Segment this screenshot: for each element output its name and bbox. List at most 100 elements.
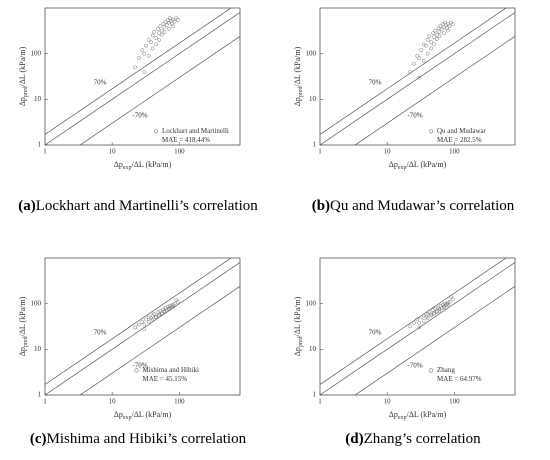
axis-label-part: pred	[298, 86, 304, 97]
point	[163, 19, 168, 24]
point	[133, 65, 138, 70]
point	[442, 25, 446, 30]
x-axis-label: Δpexp/ΔL (kPa/m)	[389, 410, 447, 422]
x-tick-label: 10	[109, 148, 117, 156]
point	[431, 31, 435, 36]
point	[160, 32, 164, 37]
point	[146, 53, 151, 58]
x-tick-label: 100	[449, 398, 460, 406]
point	[449, 295, 454, 299]
reference-label: -70%	[132, 362, 147, 370]
caption-text: Mishima and Hibiki’s correlation	[47, 431, 247, 447]
point	[419, 315, 423, 320]
caption-text: Lockhart and Martinelli’s correlation	[36, 198, 259, 214]
point	[154, 42, 158, 47]
y-tick-label: 10	[34, 95, 42, 103]
x-axis-label: Δpexp/ΔL (kPa/m)	[389, 160, 447, 172]
x-tick-label: 100	[449, 148, 460, 156]
point	[435, 37, 439, 41]
y-tick-label: 1	[38, 391, 42, 399]
caption-text: Zhang’s correlation	[364, 431, 482, 447]
y-tick-label: 10	[309, 95, 317, 103]
point	[429, 46, 433, 51]
reference-label: 70%	[369, 79, 382, 87]
plot-frame	[319, 257, 516, 396]
point	[408, 324, 413, 329]
legend-marker	[428, 368, 434, 373]
x-tick-label: 10	[384, 398, 392, 406]
point	[164, 23, 169, 28]
caption-tag: (a)	[18, 198, 36, 214]
point	[429, 40, 433, 44]
point	[167, 307, 171, 312]
axis-label-part: /ΔL (kPa/m)	[407, 410, 447, 419]
point	[175, 18, 180, 22]
point	[447, 24, 452, 29]
point	[150, 33, 155, 38]
point	[421, 58, 426, 63]
legend-label: Mishima and Hibiki	[143, 366, 199, 374]
y-tick-label: 100	[31, 49, 42, 57]
point	[162, 25, 167, 30]
point	[445, 21, 450, 26]
y-tick-label: 100	[306, 299, 317, 307]
point	[435, 310, 439, 314]
x-tick-label: 1	[43, 148, 47, 156]
y-tick-label: 10	[309, 345, 317, 353]
point	[408, 69, 413, 74]
point	[425, 51, 430, 56]
point	[427, 34, 431, 39]
axis-label-part: /ΔL (kPa/m)	[407, 160, 447, 169]
point	[438, 24, 443, 29]
axis-label-part: Δp	[389, 410, 398, 419]
point	[412, 321, 416, 325]
x-tick-label: 1	[318, 148, 322, 156]
x-tick-label: 10	[384, 148, 392, 156]
point	[149, 40, 153, 44]
point	[170, 302, 175, 307]
reference-line	[320, 258, 507, 385]
reference-label: -70%	[132, 112, 147, 120]
legend-label: Zhang	[437, 366, 455, 374]
y-tick-label: 100	[306, 49, 317, 57]
x-tick-label: 1	[318, 398, 322, 406]
mae-annotation: MAE = 45.15%	[143, 375, 188, 383]
caption-tag: (c)	[30, 431, 47, 447]
point	[142, 51, 147, 56]
axis-label-part: Δp	[389, 160, 398, 169]
legend-marker	[134, 368, 139, 373]
axis-label-part: exp	[398, 415, 407, 421]
reference-line	[354, 285, 515, 395]
caption-tag: (b)	[312, 198, 330, 214]
x-tick-label: 1	[43, 398, 47, 406]
axis-label-part: Δp	[18, 347, 27, 356]
point	[444, 303, 448, 308]
point	[157, 38, 161, 42]
point	[144, 43, 148, 48]
point	[152, 30, 156, 34]
reference-line	[79, 285, 240, 395]
axis-label-part: /ΔL (kPa/m)	[18, 296, 27, 336]
axis-label-part: Δp	[293, 347, 302, 356]
point	[445, 302, 450, 307]
point	[433, 28, 438, 33]
axis-label-part: /ΔL (kPa/m)	[18, 46, 27, 86]
y-tick-label: 1	[313, 391, 317, 399]
point	[137, 56, 141, 60]
point	[157, 313, 161, 318]
point	[412, 61, 416, 66]
point	[146, 319, 151, 324]
y-tick-label: 100	[31, 299, 42, 307]
reference-label: -70%	[407, 362, 422, 370]
point	[415, 317, 420, 322]
x-axis-label: Δpexp/ΔL (kPa/m)	[114, 410, 172, 422]
point	[162, 30, 167, 34]
point	[161, 21, 166, 26]
point	[133, 325, 138, 330]
plot-frame	[319, 7, 516, 146]
point	[137, 322, 141, 327]
legend-label: Qu and Mudawar	[437, 127, 487, 135]
reference-line	[45, 8, 232, 135]
point	[170, 17, 175, 22]
